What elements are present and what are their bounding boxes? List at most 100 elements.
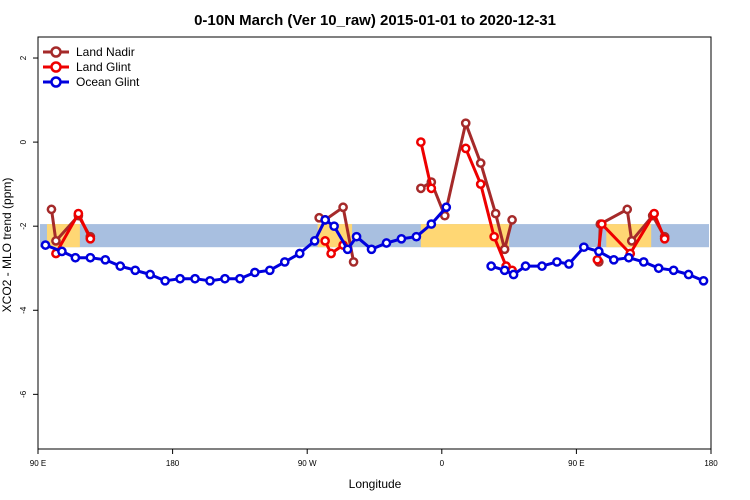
ocean-glint-point bbox=[552, 257, 562, 267]
land-glint-point bbox=[649, 208, 660, 219]
land-nadir-point bbox=[51, 236, 61, 246]
y-tick-label: -6 bbox=[19, 390, 28, 398]
ocean-glint-point bbox=[499, 265, 510, 276]
x-tick-label: 180 bbox=[166, 459, 180, 468]
y-axis-label: XCO2 - MLO trend (ppm) bbox=[0, 178, 14, 313]
ocean-glint-point bbox=[294, 248, 305, 259]
legend-item-ocean-glint: Ocean Glint bbox=[43, 75, 140, 89]
legend-item-land-nadir: Land Nadir bbox=[43, 45, 135, 59]
ocean-glint-point bbox=[145, 269, 156, 280]
ocean-glint-point bbox=[160, 275, 170, 286]
land-shading-region-2 bbox=[420, 224, 510, 248]
legend-label: Land Nadir bbox=[76, 45, 135, 59]
x-tick-label: 180 bbox=[704, 459, 718, 468]
ocean-glint-point bbox=[537, 261, 547, 271]
land-glint-point bbox=[73, 208, 84, 219]
ocean-glint-point bbox=[130, 265, 141, 276]
legend-label: Land Glint bbox=[76, 60, 131, 74]
series-ocean-glint bbox=[40, 202, 709, 286]
land-nadir-point bbox=[416, 183, 426, 194]
ocean-glint-point bbox=[235, 273, 245, 284]
land-nadir-point bbox=[499, 244, 510, 255]
ocean-glint-point bbox=[70, 252, 81, 263]
ocean-glint-point bbox=[520, 261, 531, 271]
land-nadir-point bbox=[338, 202, 348, 213]
ocean-glint-point bbox=[366, 244, 377, 255]
x-tick-label: 90 E bbox=[30, 459, 46, 468]
ocean-glint-point bbox=[309, 236, 320, 246]
x-tick-label: 90 E bbox=[568, 459, 584, 468]
land-glint-point bbox=[460, 143, 471, 154]
ocean-glint-point bbox=[205, 275, 215, 286]
land-nadir-point bbox=[348, 257, 359, 267]
land-nadir-point bbox=[460, 118, 471, 129]
ocean-glint-point bbox=[653, 263, 664, 274]
ocean-glint-point bbox=[683, 269, 694, 280]
land-nadir-point bbox=[626, 236, 637, 246]
ocean-glint-point bbox=[264, 265, 275, 276]
ocean-glint-point bbox=[175, 273, 185, 284]
ocean-glint-point bbox=[381, 238, 392, 248]
legend-swatch-marker bbox=[50, 76, 62, 88]
land-glint-point bbox=[85, 233, 96, 244]
y-tick-label: 2 bbox=[19, 55, 28, 60]
ocean-glint-point bbox=[579, 242, 589, 253]
x-axis-label: Longitude bbox=[349, 477, 402, 491]
ocean-glint-point bbox=[508, 269, 519, 280]
ocean-glint-point bbox=[250, 267, 260, 278]
legend-swatch-marker bbox=[50, 46, 62, 58]
land-glint-point bbox=[326, 248, 336, 259]
ocean-glint-point bbox=[342, 244, 353, 255]
ocean-glint-point bbox=[220, 273, 230, 284]
ocean-glint-point bbox=[411, 231, 422, 242]
land-nadir-point bbox=[475, 158, 486, 168]
plot-area bbox=[37, 36, 712, 450]
ocean-glint-point bbox=[115, 261, 126, 271]
x-tick-label: 90 W bbox=[298, 459, 317, 468]
land-nadir-point bbox=[490, 208, 501, 219]
land-shading-region-0 bbox=[46, 224, 80, 248]
land-glint-point bbox=[426, 183, 437, 194]
ocean-glint-point bbox=[279, 257, 290, 267]
plot-frame bbox=[37, 36, 712, 450]
ocean-glint-point bbox=[698, 275, 709, 286]
series-layer bbox=[40, 118, 709, 286]
ocean-glint-point bbox=[57, 246, 67, 257]
ocean-glint-point bbox=[190, 273, 200, 284]
ocean-glint-point bbox=[638, 257, 649, 267]
legend-item-land-glint: Land Glint bbox=[43, 60, 131, 74]
ocean-glint-point bbox=[85, 252, 96, 263]
land-glint-point bbox=[475, 179, 486, 189]
land-glint-point bbox=[592, 254, 603, 265]
ocean-glint-point bbox=[320, 215, 330, 225]
ocean-glint-point bbox=[668, 265, 679, 276]
ocean-glint-point bbox=[351, 231, 362, 242]
ocean-glint-point bbox=[486, 261, 497, 271]
ocean-glint-point bbox=[593, 246, 604, 257]
land-glint-point bbox=[489, 231, 499, 242]
ocean-glint-point bbox=[608, 254, 619, 265]
legend-label: Ocean Glint bbox=[76, 75, 140, 89]
band-layer bbox=[40, 224, 709, 248]
y-axis: 2 0 -2 -4 -6 bbox=[19, 55, 38, 398]
land-nadir-point bbox=[46, 204, 57, 215]
ocean-glint-point bbox=[329, 221, 339, 232]
series-land-glint bbox=[51, 137, 670, 276]
reference-band bbox=[40, 224, 709, 248]
land-glint-point bbox=[596, 219, 607, 229]
land-glint-point bbox=[320, 236, 330, 246]
ocean-glint-point bbox=[40, 240, 51, 250]
x-axis: 90 E 180 90 W 0 90 E 180 bbox=[30, 449, 718, 468]
ocean-glint-point bbox=[441, 202, 452, 213]
ocean-glint-line-1 bbox=[490, 245, 705, 283]
land-glint-point bbox=[416, 137, 426, 147]
x-tick-label: 0 bbox=[440, 459, 445, 468]
land-glint-line-2 bbox=[419, 141, 433, 189]
land-glint-point bbox=[659, 233, 670, 244]
y-tick-label: -4 bbox=[19, 306, 28, 314]
ocean-glint-point bbox=[564, 259, 574, 269]
ocean-glint-point bbox=[396, 233, 407, 244]
ocean-glint-point bbox=[426, 219, 437, 229]
